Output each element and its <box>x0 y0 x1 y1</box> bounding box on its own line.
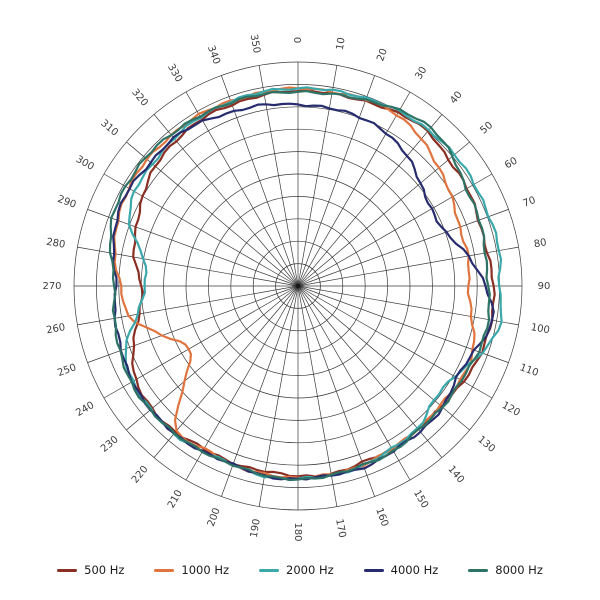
angle-tick-label: 350 <box>248 33 262 54</box>
angle-tick-label: 300 <box>74 154 96 173</box>
grid-spoke <box>221 285 299 497</box>
grid-spoke <box>297 285 338 507</box>
legend-label-2000hz: 2000 Hz <box>286 563 334 577</box>
legend-item-1000hz: 1000 Hz <box>154 563 229 577</box>
legend-label-1000hz: 1000 Hz <box>181 563 230 577</box>
grid-spoke <box>258 285 299 507</box>
angle-tick-label: 310 <box>98 118 120 139</box>
angle-tick-label: 120 <box>500 400 522 419</box>
legend-item-500hz: 500 Hz <box>57 563 124 577</box>
angle-tick-label: 340 <box>205 44 222 66</box>
angle-tick-label: 330 <box>165 62 184 84</box>
angle-tick-label: 230 <box>99 434 121 455</box>
legend-swatch-2000hz <box>259 568 280 572</box>
grid-spoke <box>297 285 470 431</box>
angle-tick-label: 140 <box>445 464 466 486</box>
grid-spoke <box>297 285 519 326</box>
angle-tick-label: 280 <box>45 237 66 251</box>
legend-item-8000hz: 8000 Hz <box>468 563 543 577</box>
angle-tick-label: 240 <box>74 400 96 419</box>
angle-tick-label: 160 <box>373 506 390 528</box>
angle-tick-label: 70 <box>521 195 537 210</box>
legend-swatch-500hz <box>57 568 78 572</box>
angle-tick-label: 130 <box>475 434 497 455</box>
angle-tick-label: 180 <box>292 522 303 541</box>
angle-tick-label: 260 <box>45 322 66 336</box>
legend-swatch-1000hz <box>154 568 175 572</box>
grid-spoke <box>103 173 299 287</box>
grid-spoke <box>297 209 509 287</box>
legend-item-2000hz: 2000 Hz <box>259 563 334 577</box>
grid-spoke <box>185 91 299 287</box>
angle-tick-label: 110 <box>518 362 540 379</box>
angle-tick-label: 150 <box>411 488 430 510</box>
angle-tick-label: 100 <box>530 322 551 336</box>
grid-spoke <box>153 285 299 458</box>
grid-spoke <box>297 91 411 287</box>
grid-spoke <box>297 141 470 287</box>
legend-item-4000hz: 4000 Hz <box>363 563 439 577</box>
grid-spoke <box>297 114 443 287</box>
legend-label-4000hz: 4000 Hz <box>390 563 439 577</box>
grid-spoke <box>297 246 519 287</box>
grid-spoke <box>87 209 299 287</box>
legend-label-500hz: 500 Hz <box>84 563 125 577</box>
angle-tick-label: 10 <box>335 37 348 51</box>
angle-tick-label: 270 <box>42 281 61 292</box>
grid-spoke <box>87 285 299 363</box>
grid-spoke <box>126 285 299 431</box>
angle-tick-label: 60 <box>503 155 520 171</box>
grid-spoke <box>297 65 338 287</box>
angle-tick-label: 30 <box>413 65 429 82</box>
center-convergence-dot <box>295 283 301 289</box>
angle-tick-label: 50 <box>478 120 495 137</box>
legend-swatch-4000hz <box>363 568 384 572</box>
angle-tick-label: 40 <box>448 89 465 106</box>
series-curves <box>108 86 503 482</box>
legend-label-8000hz: 8000 Hz <box>495 563 543 577</box>
grid-spoke <box>258 65 299 287</box>
angle-tick-label: 170 <box>333 518 347 539</box>
grid-spoke <box>297 173 493 287</box>
grid-spoke <box>153 114 299 287</box>
angle-tick-label: 220 <box>130 464 151 486</box>
angle-tick-label: 0 <box>293 37 304 43</box>
angle-tick-label: 190 <box>249 518 263 539</box>
angle-tick-label: 90 <box>538 281 551 292</box>
angle-tick-label: 200 <box>206 506 223 528</box>
legend: 500 Hz 1000 Hz 2000 Hz 4000 Hz 8000 Hz <box>0 563 600 577</box>
angle-tick-label: 290 <box>56 194 78 211</box>
angle-tick-label: 250 <box>56 362 78 379</box>
angle-tick-label: 320 <box>129 87 150 109</box>
series-curve-8000hz <box>108 89 491 482</box>
angle-tick-label: 80 <box>533 237 547 250</box>
legend-swatch-8000hz <box>468 568 489 572</box>
angle-tick-label: 20 <box>375 47 390 63</box>
grid-spoke <box>297 75 375 287</box>
angle-tick-label: 210 <box>166 488 185 510</box>
